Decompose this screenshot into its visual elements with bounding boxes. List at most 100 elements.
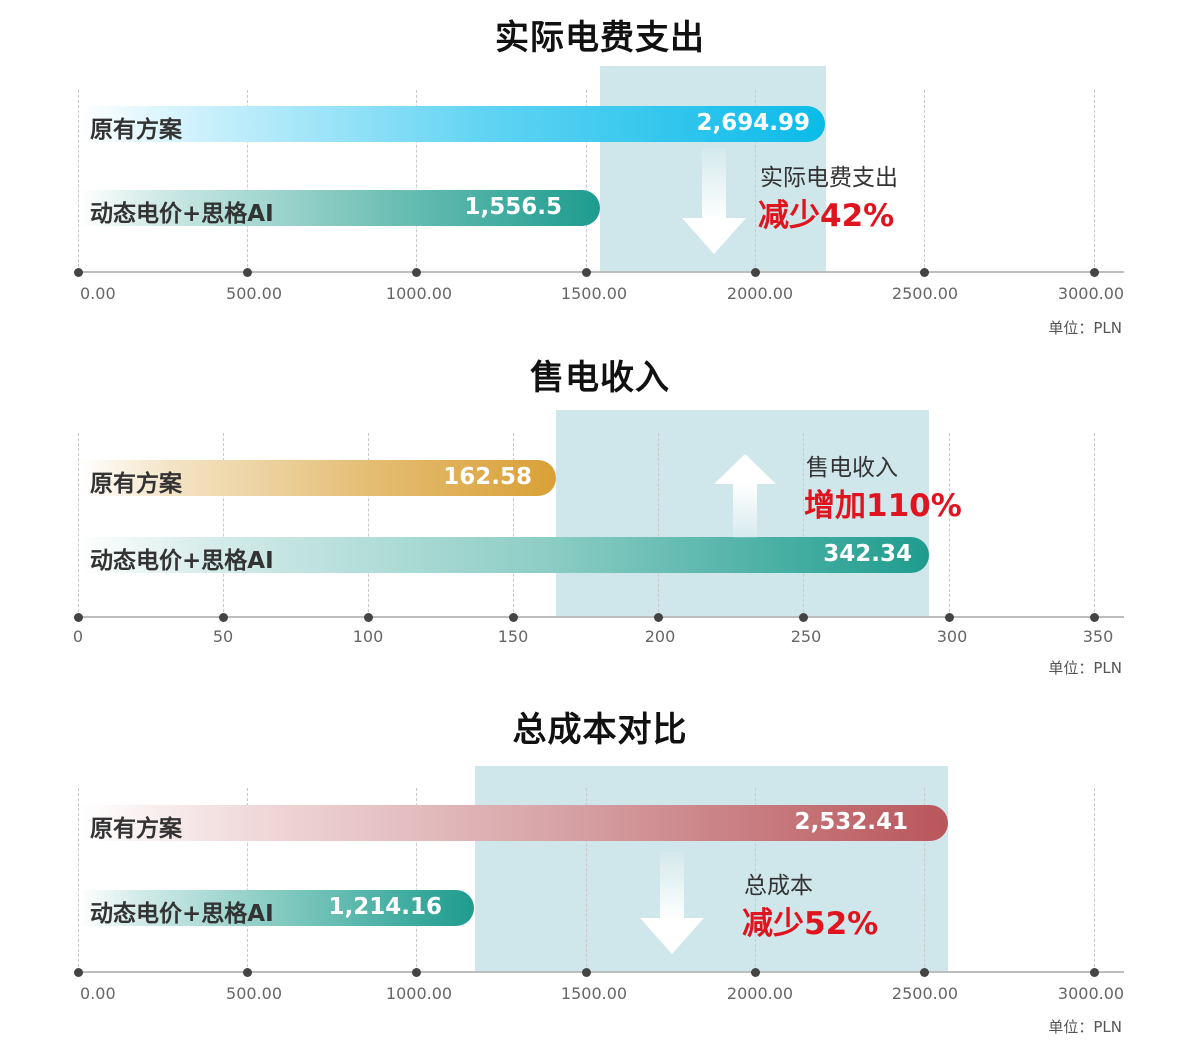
gridline	[416, 788, 417, 972]
gridline	[223, 433, 224, 617]
tick-dot	[750, 967, 760, 977]
tick-label: 2500.00	[891, 284, 959, 303]
gridline	[1094, 788, 1095, 972]
unit-label: 单位：PLN	[1048, 1018, 1122, 1036]
bar-label: 动态电价+思格AI	[90, 201, 274, 227]
annotation-text: 实际电费支出	[760, 165, 898, 191]
bar-original	[80, 460, 556, 496]
tick-label: 300	[936, 627, 968, 646]
tick-dot	[944, 612, 954, 622]
arrow-down-icon	[682, 148, 746, 254]
gridline	[416, 90, 417, 272]
highlight-region	[475, 766, 948, 972]
x-axis	[78, 271, 1124, 273]
arrow-up-icon	[714, 454, 776, 538]
tick-dot	[581, 967, 591, 977]
gridline	[586, 90, 587, 272]
gridline	[1094, 433, 1095, 617]
tick-label: 0	[72, 627, 84, 646]
tick-label: 500.00	[226, 984, 282, 1003]
tick-label: 150	[497, 627, 529, 646]
tick-dot	[750, 267, 760, 277]
tick-dot	[508, 612, 518, 622]
tick-dot	[73, 612, 83, 622]
bar-original	[80, 106, 825, 142]
annotation-change: 减少42%	[758, 198, 895, 234]
bar-label: 原有方案	[90, 471, 182, 497]
tick-dot	[363, 612, 373, 622]
bar-value: 342.34	[823, 541, 912, 567]
tick-label: 350	[1082, 627, 1114, 646]
tick-dot	[798, 612, 808, 622]
annotation-text: 总成本	[744, 873, 813, 899]
tick-dot	[411, 267, 421, 277]
bar-original	[80, 805, 948, 841]
bar-value: 162.58	[443, 464, 532, 490]
bar-label: 原有方案	[90, 816, 182, 842]
gridline	[78, 788, 79, 972]
tick-label: 1500.00	[560, 284, 628, 303]
tick-label: 2000.00	[726, 284, 794, 303]
tick-dot	[242, 267, 252, 277]
unit-label: 单位：PLN	[1048, 319, 1122, 337]
bar-label: 原有方案	[90, 117, 182, 143]
bar-dynamic-ai	[80, 190, 600, 226]
x-axis	[78, 616, 1124, 618]
tick-dot	[411, 967, 421, 977]
gridline	[803, 433, 804, 617]
tick-label: 1000.00	[385, 984, 453, 1003]
gridline	[247, 90, 248, 272]
tick-label: 2000.00	[726, 984, 794, 1003]
arrow-down-icon	[640, 852, 704, 954]
tick-dot	[218, 612, 228, 622]
tick-label: 1000.00	[385, 284, 453, 303]
annotation-change: 增加110%	[804, 488, 962, 524]
unit-label: 单位：PLN	[1048, 659, 1122, 677]
gridline	[247, 788, 248, 972]
tick-label: 0.00	[80, 984, 116, 1003]
gridline	[755, 788, 756, 972]
tick-label: 0.00	[80, 284, 116, 303]
tick-dot	[1089, 612, 1099, 622]
chart-title: 总成本对比	[512, 710, 688, 750]
tick-label: 100	[352, 627, 384, 646]
tick-label: 1500.00	[560, 984, 628, 1003]
tick-dot	[73, 967, 83, 977]
gridline	[368, 433, 369, 617]
tick-dot	[1089, 267, 1099, 277]
x-axis	[78, 971, 1124, 973]
bar-dynamic-ai	[80, 537, 929, 573]
gridline	[949, 433, 950, 617]
bar-value: 1,556.5	[464, 194, 563, 220]
bar-dynamic-ai	[80, 890, 474, 926]
tick-label: 3000.00	[1057, 284, 1125, 303]
chart-title: 售电收入	[530, 358, 670, 398]
tick-dot	[242, 967, 252, 977]
bar-label: 动态电价+思格AI	[90, 548, 274, 574]
bar-value: 2,694.99	[696, 110, 811, 136]
chart-title: 实际电费支出	[495, 18, 705, 58]
gridline	[78, 433, 79, 617]
tick-dot	[653, 612, 663, 622]
bar-label: 动态电价+思格AI	[90, 901, 274, 927]
tick-dot	[73, 267, 83, 277]
gridline	[1094, 90, 1095, 272]
gridline	[755, 90, 756, 272]
tick-label: 3000.00	[1057, 984, 1125, 1003]
gridline	[513, 433, 514, 617]
tick-dot	[581, 267, 591, 277]
tick-label: 500.00	[226, 284, 282, 303]
bar-value: 2,532.41	[794, 809, 909, 835]
tick-label: 2500.00	[891, 984, 959, 1003]
annotation-text: 售电收入	[806, 455, 898, 481]
gridline	[586, 788, 587, 972]
annotation-change: 减少52%	[742, 906, 879, 942]
gridline	[658, 433, 659, 617]
tick-label: 250	[790, 627, 822, 646]
bar-value: 1,214.16	[328, 894, 443, 920]
tick-dot	[919, 267, 929, 277]
gridline	[78, 90, 79, 272]
gridline	[924, 788, 925, 972]
tick-dot	[919, 967, 929, 977]
tick-dot	[1089, 967, 1099, 977]
